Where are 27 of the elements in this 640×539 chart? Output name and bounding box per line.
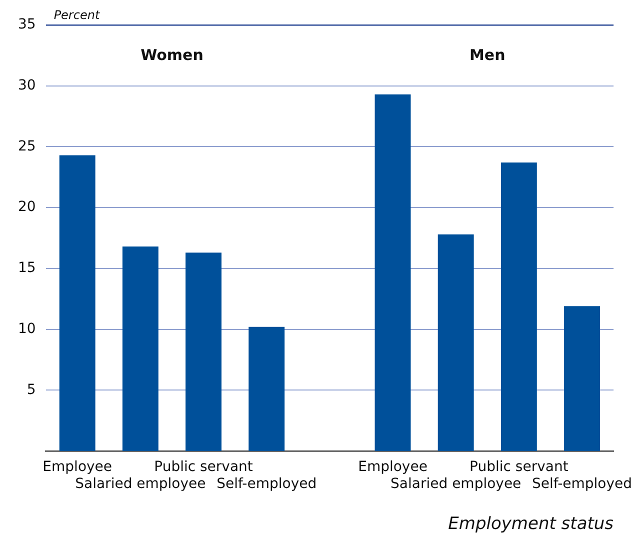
bar: [374, 94, 411, 451]
bar: [438, 234, 474, 451]
x-tick-label: Self-employed: [216, 476, 317, 492]
x-tick-label: Employee: [42, 459, 112, 476]
bar: [186, 252, 222, 451]
y-tick-label: 20: [18, 199, 36, 216]
annotation: Women: [140, 46, 204, 64]
annotation: Men: [469, 46, 506, 64]
y-tick-label: 30: [18, 78, 36, 94]
bar: [59, 155, 96, 451]
bar: [564, 306, 600, 451]
x-tick-label: Salaried employee: [75, 476, 206, 492]
x-tick-label: Salaried employee: [390, 476, 522, 492]
x-tick-label: Employee: [358, 459, 428, 476]
bar: [122, 246, 158, 451]
x-tick-label: Public servant: [470, 459, 569, 476]
bar: [248, 326, 285, 451]
y-tick-label: 5: [26, 382, 36, 398]
y-tick-label: 15: [18, 260, 36, 276]
bar: [500, 162, 537, 451]
y-axis-title: Percent: [54, 8, 101, 22]
x-axis-title: Employment status: [448, 514, 614, 534]
x-tick-label: Public servant: [154, 459, 254, 476]
x-tick-label: Self-employed: [532, 476, 632, 492]
y-tick-label: 25: [18, 138, 36, 154]
y-tick-label: 10: [18, 320, 36, 337]
y-tick-label: 35: [18, 16, 36, 33]
